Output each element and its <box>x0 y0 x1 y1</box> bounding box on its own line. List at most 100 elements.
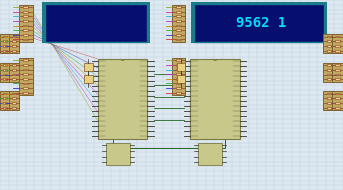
Bar <box>12 74 16 75</box>
Bar <box>327 78 331 80</box>
Bar <box>23 16 28 17</box>
Bar <box>12 69 16 71</box>
Bar <box>335 102 340 104</box>
Bar <box>84 63 93 71</box>
Bar <box>176 87 181 89</box>
Bar <box>335 107 340 109</box>
Bar <box>3 97 7 99</box>
Bar <box>335 40 340 42</box>
Bar <box>23 92 28 93</box>
Bar <box>323 91 334 110</box>
Bar <box>3 93 7 94</box>
Bar <box>327 97 331 99</box>
Bar <box>9 34 19 53</box>
Bar <box>176 20 181 22</box>
Bar <box>176 11 181 13</box>
Bar <box>190 59 240 139</box>
Bar <box>12 102 16 104</box>
Bar <box>0 34 10 53</box>
Bar <box>176 73 181 75</box>
Bar <box>23 73 28 75</box>
Bar <box>3 107 7 109</box>
Bar <box>3 74 7 75</box>
Bar <box>23 69 28 70</box>
Bar <box>335 97 340 99</box>
Bar <box>23 39 28 40</box>
Bar <box>176 16 181 17</box>
Bar <box>45 4 147 42</box>
Bar <box>9 63 19 82</box>
Bar <box>3 45 7 47</box>
Bar <box>176 29 181 31</box>
Bar <box>23 64 28 66</box>
Bar <box>332 91 343 110</box>
Bar <box>176 92 181 93</box>
Bar <box>335 45 340 47</box>
Bar <box>106 142 130 165</box>
Bar <box>323 63 334 82</box>
Bar <box>327 69 331 71</box>
Bar <box>12 93 16 94</box>
Bar <box>9 91 19 110</box>
Bar <box>176 34 181 36</box>
Bar <box>327 93 331 94</box>
Bar <box>23 34 28 36</box>
Bar <box>23 87 28 89</box>
Bar <box>23 29 28 31</box>
Bar <box>12 36 16 37</box>
Bar <box>327 50 331 52</box>
Bar <box>3 69 7 71</box>
Bar <box>172 5 185 42</box>
Bar <box>12 50 16 52</box>
Bar <box>3 78 7 80</box>
Bar <box>172 58 185 95</box>
Bar <box>332 34 343 53</box>
Bar <box>23 20 28 22</box>
Bar <box>12 78 16 80</box>
Bar <box>23 83 28 84</box>
Bar <box>327 36 331 37</box>
Bar <box>335 93 340 94</box>
Bar <box>335 69 340 71</box>
Bar <box>327 107 331 109</box>
Bar <box>23 11 28 13</box>
Bar <box>327 45 331 47</box>
Bar <box>84 75 93 83</box>
Bar <box>19 5 33 42</box>
Bar <box>335 74 340 75</box>
Bar <box>327 102 331 104</box>
Bar <box>12 107 16 109</box>
Bar <box>23 25 28 26</box>
Text: 9562 1: 9562 1 <box>236 16 287 30</box>
Bar <box>176 69 181 70</box>
Bar <box>176 25 181 26</box>
Bar <box>3 102 7 104</box>
Bar <box>327 64 331 66</box>
Bar <box>98 59 147 139</box>
Bar <box>0 63 10 82</box>
Bar <box>176 39 181 40</box>
Bar <box>176 78 181 80</box>
Bar <box>335 78 340 80</box>
Bar <box>12 45 16 47</box>
Bar <box>177 63 185 71</box>
Bar <box>12 97 16 99</box>
Bar <box>191 2 327 43</box>
Bar <box>0 91 10 110</box>
Bar <box>23 6 28 8</box>
Bar <box>3 64 7 66</box>
Bar <box>335 50 340 52</box>
Bar <box>176 64 181 66</box>
Bar <box>198 142 222 165</box>
Bar <box>177 75 185 83</box>
Bar <box>3 40 7 42</box>
Bar <box>42 2 150 43</box>
Bar <box>327 74 331 75</box>
Bar <box>335 36 340 37</box>
Bar <box>12 40 16 42</box>
Bar <box>3 50 7 52</box>
Bar <box>176 83 181 84</box>
Bar <box>194 4 324 42</box>
Bar <box>176 59 181 61</box>
Bar <box>23 78 28 80</box>
